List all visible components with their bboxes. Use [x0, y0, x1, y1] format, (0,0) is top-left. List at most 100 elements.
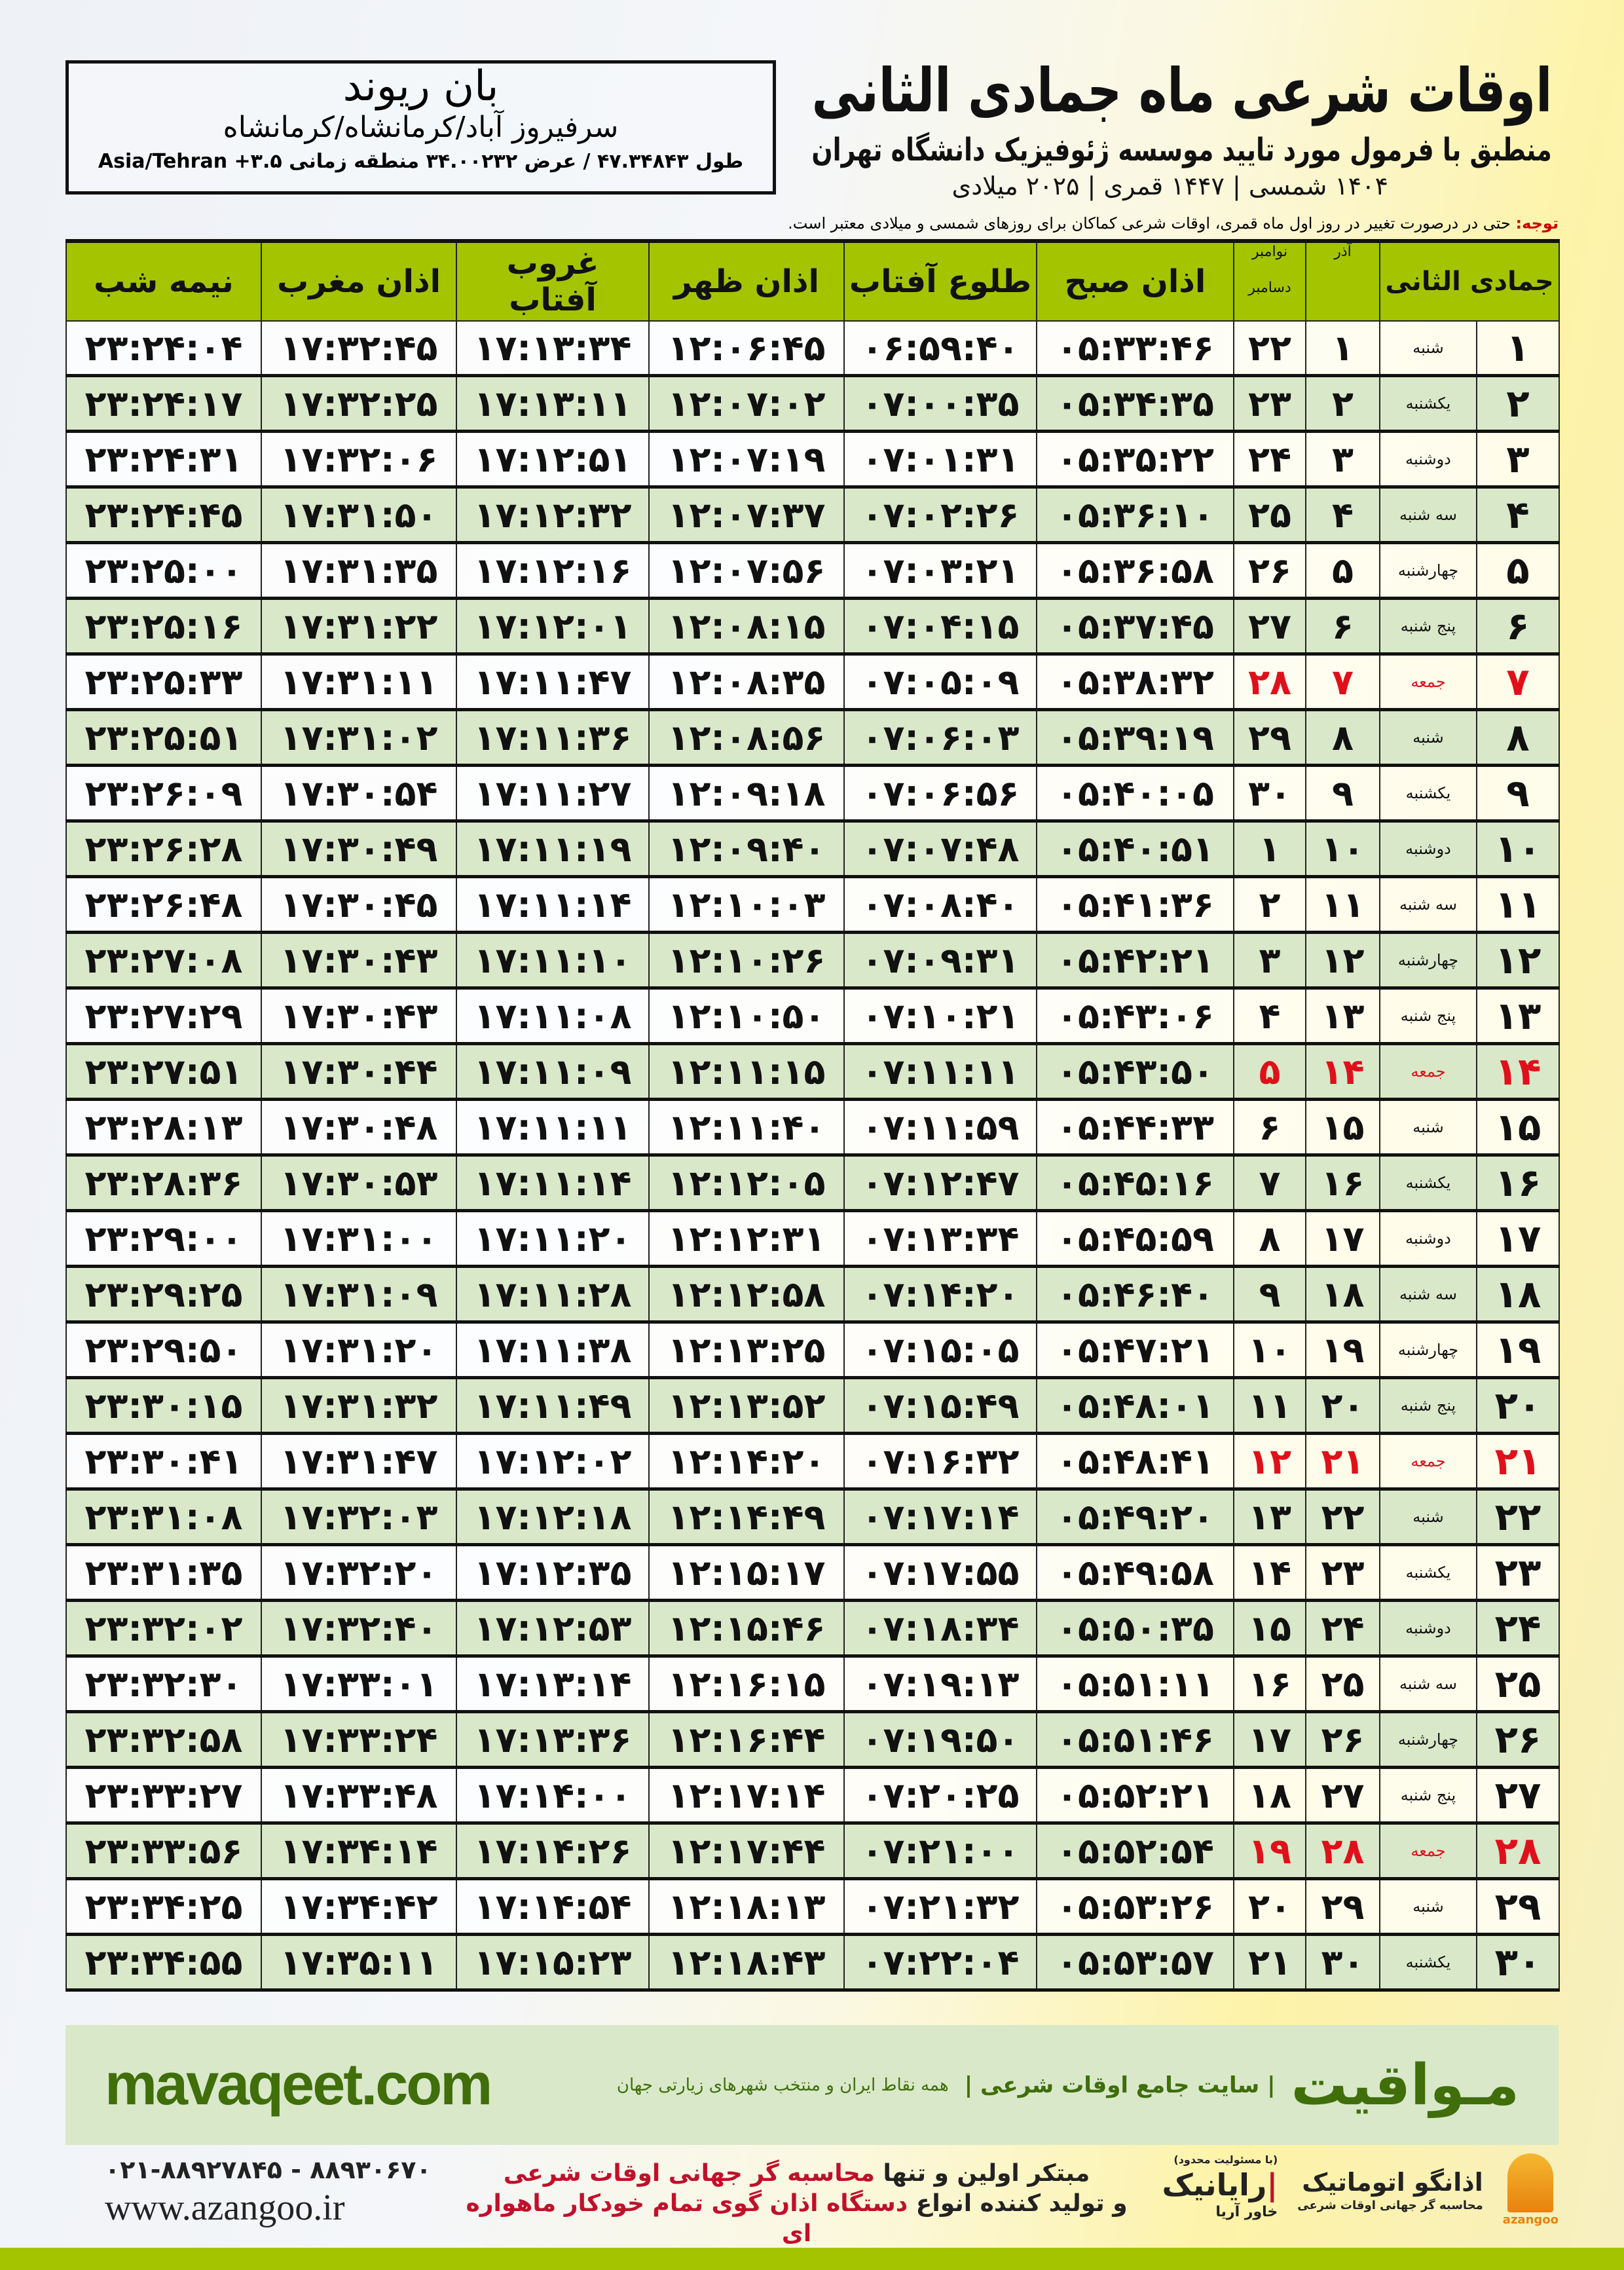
azar-day: ۶: [1305, 597, 1380, 655]
azar-day: ۳: [1305, 430, 1380, 488]
weekday: چهارشنبه: [1379, 542, 1477, 599]
rayanik-logo: (با مسئولیت محدود) |رایانیک خاور آریا: [1162, 2153, 1278, 2220]
gregorian-day: ۱: [1233, 820, 1306, 878]
sunset-time: ۱۷:۱۲:۵۱: [456, 430, 650, 488]
azangoo-en: azangoo: [1502, 2213, 1559, 2227]
sunset-time: ۱۷:۱۱:۰۹: [456, 1043, 650, 1100]
maghrib-time: ۱۷:۳۱:۱۱: [261, 653, 457, 711]
midnight-time: ۲۳:۳۲:۳۰: [65, 1655, 262, 1713]
azar-day: ۱۵: [1305, 1098, 1380, 1156]
dhuhr-time: ۱۲:۰۷:۳۷: [648, 486, 845, 544]
brand-tagline: | سایت جامع اوقات شرعی |: [964, 2072, 1276, 2098]
header-dhuhr: اذان ظهر: [648, 239, 845, 322]
sunset-time: ۱۷:۱۲:۰۲: [456, 1432, 650, 1490]
azar-day: ۲۶: [1305, 1711, 1380, 1768]
hijri-day: ۲۷: [1476, 1766, 1560, 1824]
table-row: ۱ شنبه ۱ ۲۲ ۰۵:۳۳:۴۶ ۰۶:۵۹:۴۰ ۱۲:۰۶:۴۵ ۱۷:۱۳:۳۴…: [65, 320, 1560, 377]
dhuhr-time: ۱۲:۱۱:۱۵: [648, 1043, 845, 1100]
midnight-time: ۲۳:۲۴:۰۴: [65, 320, 262, 377]
midnight-time: ۲۳:۲۸:۱۳: [65, 1098, 262, 1156]
sunrise-time: ۰۷:۰۵:۰۹: [843, 653, 1037, 711]
gregorian-day: ۲۹: [1233, 709, 1306, 766]
hijri-day: ۶: [1476, 597, 1560, 655]
table-row: ۴ سه شنبه ۴ ۲۵ ۰۵:۳۶:۱۰ ۰۷:۰۲:۲۶ ۱۲:۰۷:۳۷ ۱۷:۱۲…: [65, 486, 1560, 544]
hijri-day: ۱۹: [1476, 1321, 1560, 1379]
sunset-time: ۱۷:۱۱:۴۹: [456, 1377, 650, 1434]
weekday: چهارشنبه: [1379, 931, 1477, 989]
hijri-day: ۱۰: [1476, 820, 1560, 878]
fajr-time: ۰۵:۴۹:۲۰: [1036, 1488, 1234, 1546]
maghrib-time: ۱۷:۳۲:۴۰: [261, 1599, 457, 1657]
table-row: ۱۶ یکشنبه ۱۶ ۷ ۰۵:۴۵:۱۶ ۰۷:۱۲:۴۷ ۱۲:۱۲:۰۵ ۱۷:۱۱…: [65, 1154, 1560, 1212]
fajr-time: ۰۵:۴۴:۳۳: [1036, 1098, 1234, 1156]
fajr-time: ۰۵:۵۱:۴۶: [1036, 1711, 1234, 1768]
weekday: جمعه: [1379, 653, 1477, 711]
azar-day: ۲۲: [1305, 1488, 1380, 1546]
maghrib-time: ۱۷:۳۱:۵۰: [261, 486, 457, 544]
header-maghrib: اذان مغرب: [261, 239, 457, 322]
sunset-time: ۱۷:۱۵:۲۳: [456, 1933, 650, 1991]
hijri-day: ۱۵: [1476, 1098, 1560, 1156]
azar-day: ۲۱: [1305, 1432, 1380, 1490]
gregorian-day: ۲۶: [1233, 542, 1306, 599]
maghrib-time: ۱۷:۳۱:۳۵: [261, 542, 457, 599]
azar-day: ۵: [1305, 542, 1380, 599]
dhuhr-time: ۱۲:۱۸:۴۳: [648, 1933, 845, 1991]
header-block: اوقات شرعی ماه جمادی الثانی منطبق با فرم…: [811, 52, 1552, 202]
gregorian-day: ۴: [1233, 987, 1306, 1045]
sunrise-time: ۰۷:۱۰:۲۱: [843, 987, 1037, 1045]
fajr-time: ۰۵:۳۷:۴۵: [1036, 597, 1234, 655]
dhuhr-time: ۱۲:۱۴:۴۹: [648, 1488, 845, 1546]
sunrise-time: ۰۷:۱۸:۳۴: [843, 1599, 1037, 1657]
sunset-time: ۱۷:۱۴:۲۶: [456, 1822, 650, 1880]
hijri-day: ۳: [1476, 430, 1560, 488]
sunset-time: ۱۷:۱۱:۱۴: [456, 876, 650, 933]
fajr-time: ۰۵:۴۶:۴۰: [1036, 1265, 1234, 1323]
table-row: ۸ شنبه ۸ ۲۹ ۰۵:۳۹:۱۹ ۰۷:۰۶:۰۳ ۱۲:۰۸:۵۶ ۱۷:۱۱:۳۶…: [65, 709, 1560, 766]
dhuhr-time: ۱۲:۱۰:۵۰: [648, 987, 845, 1045]
maghrib-time: ۱۷:۳۰:۵۳: [261, 1154, 457, 1212]
dhuhr-time: ۱۲:۱۱:۴۰: [648, 1098, 845, 1156]
gregorian-day: ۱۶: [1233, 1655, 1306, 1713]
dhuhr-time: ۱۲:۰۷:۰۲: [648, 375, 845, 432]
midnight-time: ۲۳:۲۹:۰۰: [65, 1210, 262, 1267]
dhuhr-time: ۱۲:۱۵:۴۶: [648, 1599, 845, 1657]
azar-day: ۱۷: [1305, 1210, 1380, 1267]
dhuhr-time: ۱۲:۰۹:۱۸: [648, 764, 845, 822]
rayanik-name: رایانیک: [1162, 2167, 1267, 2203]
maghrib-time: ۱۷:۳۲:۰۳: [261, 1488, 457, 1546]
fajr-time: ۰۵:۳۳:۴۶: [1036, 320, 1234, 377]
gregorian-day: ۲۸: [1233, 653, 1306, 711]
azar-day: ۴: [1305, 486, 1380, 544]
weekday: جمعه: [1379, 1043, 1477, 1100]
phone-numbers: ۰۲۱-۸۸۹۲۷۸۴۵ - ۸۸۹۳۰۶۷۰: [105, 2155, 432, 2184]
midnight-time: ۲۳:۳۲:۰۲: [65, 1599, 262, 1657]
sunset-time: ۱۷:۱۱:۳۸: [456, 1321, 650, 1379]
fajr-time: ۰۵:۴۵:۱۶: [1036, 1154, 1234, 1212]
midnight-time: ۲۳:۳۴:۲۵: [65, 1878, 262, 1935]
maghrib-time: ۱۷:۳۴:۱۴: [261, 1822, 457, 1880]
dhuhr-time: ۱۲:۰۹:۴۰: [648, 820, 845, 878]
hijri-day: ۷: [1476, 653, 1560, 711]
midnight-time: ۲۳:۲۴:۴۵: [65, 486, 262, 544]
sunset-time: ۱۷:۱۱:۲۸: [456, 1265, 650, 1323]
table-row: ۱۱ سه شنبه ۱۱ ۲ ۰۵:۴۱:۳۶ ۰۷:۰۸:۴۰ ۱۲:۱۰:۰۳ ۱۷:۱…: [65, 876, 1560, 933]
fajr-time: ۰۵:۵۳:۵۷: [1036, 1933, 1234, 1991]
hijri-day: ۹: [1476, 764, 1560, 822]
sunset-time: ۱۷:۱۴:۵۴: [456, 1878, 650, 1935]
azar-day: ۱۲: [1305, 931, 1380, 989]
fajr-time: ۰۵:۴۳:۵۰: [1036, 1043, 1234, 1100]
azangoo-url[interactable]: www.azangoo.ir: [105, 2187, 345, 2228]
weekday: جمعه: [1379, 1432, 1477, 1490]
page-title: اوقات شرعی ماه جمادی الثانی: [811, 56, 1552, 126]
maghrib-time: ۱۷:۳۳:۰۱: [261, 1655, 457, 1713]
midnight-time: ۲۳:۲۶:۰۹: [65, 764, 262, 822]
site-url[interactable]: mavaqeet.com: [105, 2052, 492, 2117]
gregorian-day: ۱۸: [1233, 1766, 1306, 1824]
midnight-time: ۲۳:۳۰:۴۱: [65, 1432, 262, 1490]
table-row: ۲۵ سه شنبه ۲۵ ۱۶ ۰۵:۵۱:۱۱ ۰۷:۱۹:۱۳ ۱۲:۱۶:۱۵ ۱۷:…: [65, 1655, 1560, 1713]
sunset-time: ۱۷:۱۱:۱۱: [456, 1098, 650, 1156]
gregorian-day: ۱۰: [1233, 1321, 1306, 1379]
sunset-time: ۱۷:۱۱:۱۰: [456, 931, 650, 989]
azar-day: ۲۸: [1305, 1822, 1380, 1880]
